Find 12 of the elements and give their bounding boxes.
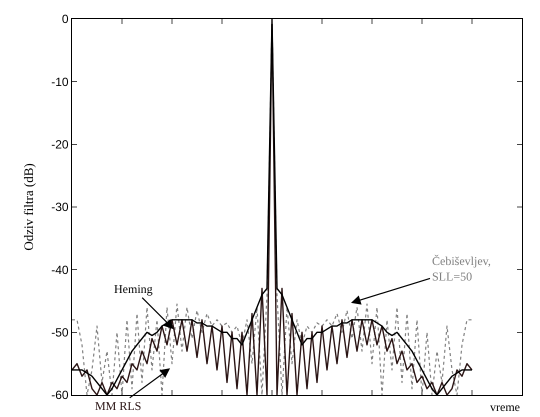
y-tick-label: -30	[51, 200, 69, 214]
text: Čebiševljev, SLL=50	[432, 254, 491, 284]
x-axis-title: vreme	[490, 400, 520, 414]
y-tick-label: -50	[51, 326, 69, 340]
y-axis-title: Odziv filtra (dB)	[21, 163, 36, 251]
series-label: MM RLS	[95, 399, 142, 413]
y-tick-label: -40	[51, 262, 69, 277]
y-tick-label: -20	[51, 138, 69, 152]
text: Heming	[114, 282, 153, 296]
y-tick-label: -60	[51, 388, 69, 402]
y-tick-label: -10	[51, 74, 69, 89]
y-tick-label: 0	[62, 12, 69, 26]
